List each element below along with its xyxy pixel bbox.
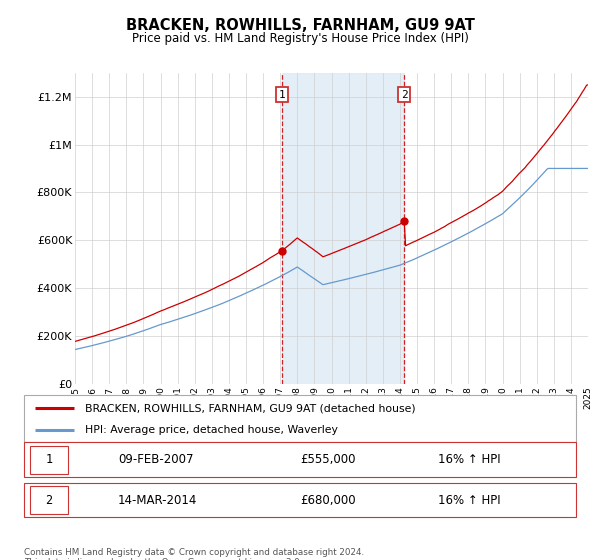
- FancyBboxPatch shape: [24, 442, 576, 477]
- Text: Price paid vs. HM Land Registry's House Price Index (HPI): Price paid vs. HM Land Registry's House …: [131, 31, 469, 45]
- Text: 1: 1: [278, 90, 285, 100]
- FancyBboxPatch shape: [24, 483, 576, 517]
- Text: 09-FEB-2007: 09-FEB-2007: [118, 453, 193, 466]
- FancyBboxPatch shape: [29, 486, 68, 514]
- Text: BRACKEN, ROWHILLS, FARNHAM, GU9 9AT: BRACKEN, ROWHILLS, FARNHAM, GU9 9AT: [125, 18, 475, 32]
- Text: Contains HM Land Registry data © Crown copyright and database right 2024.
This d: Contains HM Land Registry data © Crown c…: [24, 548, 364, 560]
- Text: 2: 2: [45, 493, 52, 507]
- Text: HPI: Average price, detached house, Waverley: HPI: Average price, detached house, Wave…: [85, 425, 338, 435]
- Text: £555,000: £555,000: [300, 453, 355, 466]
- Text: 1: 1: [45, 453, 52, 466]
- Bar: [282, 73, 404, 384]
- Text: 2: 2: [401, 90, 407, 100]
- Text: 16% ↑ HPI: 16% ↑ HPI: [438, 453, 500, 466]
- FancyBboxPatch shape: [29, 446, 68, 474]
- Text: 16% ↑ HPI: 16% ↑ HPI: [438, 493, 500, 507]
- Text: £680,000: £680,000: [300, 493, 356, 507]
- Text: 14-MAR-2014: 14-MAR-2014: [118, 493, 197, 507]
- Text: BRACKEN, ROWHILLS, FARNHAM, GU9 9AT (detached house): BRACKEN, ROWHILLS, FARNHAM, GU9 9AT (det…: [85, 403, 415, 413]
- FancyBboxPatch shape: [24, 395, 576, 442]
